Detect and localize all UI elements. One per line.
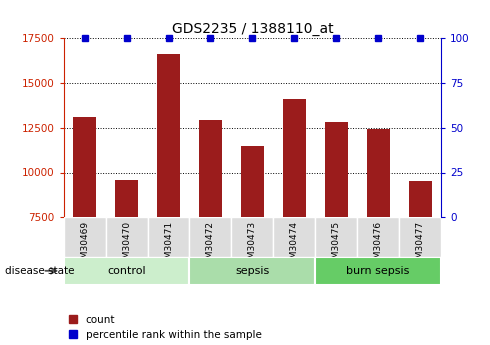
Text: GSM30469: GSM30469 <box>80 220 89 270</box>
Bar <box>64 217 106 257</box>
Bar <box>199 120 222 217</box>
Text: burn sepsis: burn sepsis <box>346 266 410 276</box>
Title: GDS2235 / 1388110_at: GDS2235 / 1388110_at <box>172 21 333 36</box>
Text: sepsis: sepsis <box>235 266 270 276</box>
Bar <box>73 117 96 217</box>
Text: GSM30474: GSM30474 <box>290 220 299 269</box>
Text: GSM30471: GSM30471 <box>164 220 173 270</box>
Bar <box>115 180 138 217</box>
Bar <box>283 99 306 217</box>
Bar <box>147 217 190 257</box>
Bar <box>64 257 190 285</box>
Bar <box>357 217 399 257</box>
Text: control: control <box>107 266 146 276</box>
Bar <box>325 122 348 217</box>
Bar <box>399 217 441 257</box>
Text: disease state: disease state <box>5 266 74 276</box>
Text: GSM30472: GSM30472 <box>206 220 215 269</box>
Text: GSM30470: GSM30470 <box>122 220 131 270</box>
Bar <box>367 129 390 217</box>
Bar <box>273 217 315 257</box>
Bar <box>315 217 357 257</box>
Bar <box>315 257 441 285</box>
Text: GSM30473: GSM30473 <box>248 220 257 270</box>
Bar <box>190 257 315 285</box>
Bar <box>231 217 273 257</box>
Text: GSM30477: GSM30477 <box>416 220 424 270</box>
Text: GSM30475: GSM30475 <box>332 220 341 270</box>
Bar <box>190 217 231 257</box>
Legend: count, percentile rank within the sample: count, percentile rank within the sample <box>69 315 262 340</box>
Bar <box>409 181 432 217</box>
Text: GSM30476: GSM30476 <box>373 220 383 270</box>
Bar <box>106 217 147 257</box>
Bar <box>157 54 180 217</box>
Bar <box>241 146 264 217</box>
